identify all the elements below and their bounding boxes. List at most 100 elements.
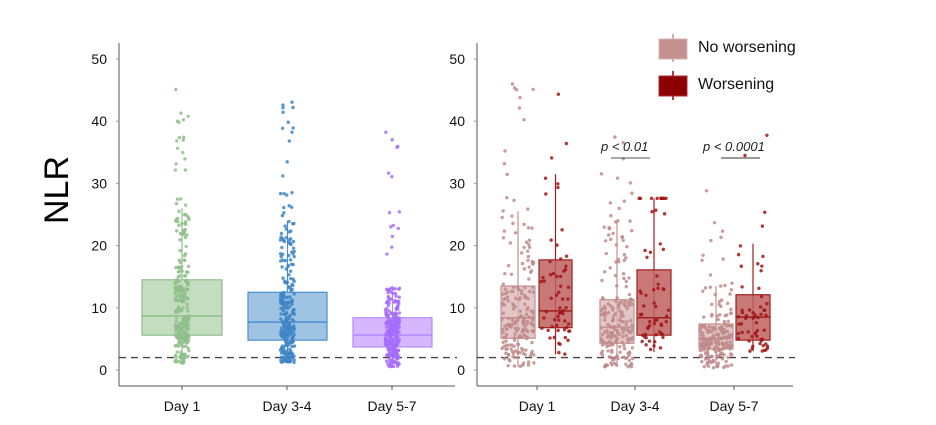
data-point [603,342,607,346]
data-point [183,274,188,278]
data-point [737,322,741,326]
data-point [544,309,549,314]
data-point [290,191,294,195]
data-point [720,298,724,302]
data-point [291,277,295,281]
data-point [508,241,513,245]
data-point [180,269,184,273]
data-point [393,319,397,323]
data-point [701,337,705,342]
data-point [281,252,285,256]
data-point [760,224,765,228]
data-point [736,331,741,336]
data-point [390,234,395,239]
data-point [630,302,634,306]
data-point [759,312,763,316]
data-point [503,287,508,291]
data-point [284,236,288,240]
data-point [175,350,179,354]
data-point [707,359,712,363]
y-axis-label: NLR [38,156,76,224]
data-point [528,289,532,294]
data-point [656,286,660,291]
data-point [178,338,182,342]
data-point [395,343,399,347]
data-point [564,305,568,310]
data-point [177,120,181,124]
data-point [397,295,402,299]
data-point [181,318,185,323]
data-point [527,277,531,281]
data-point [385,252,389,256]
data-point [715,314,720,318]
data-point [181,329,186,333]
data-point [500,317,504,322]
data-point [527,315,531,320]
data-point [280,320,285,324]
data-point [186,114,190,118]
data-point [175,197,180,201]
data-point [387,353,391,357]
data-point [659,322,663,326]
data-point [396,349,400,353]
data-point [279,292,283,297]
data-point [183,340,188,344]
data-point [182,287,187,291]
data-point [608,201,613,205]
data-point [384,310,388,314]
data-point [720,357,725,361]
data-point [290,317,294,322]
data-point [703,357,708,361]
data-point [712,347,716,351]
data-point [721,365,726,370]
data-point [280,344,285,348]
data-point [613,135,617,139]
data-point [622,276,626,281]
data-point [719,235,723,240]
data-point [626,301,630,305]
data-point [173,296,178,300]
data-point [522,316,527,320]
data-point [394,338,399,343]
data-point [621,320,625,324]
data-point [510,82,515,86]
data-point [510,343,514,347]
data-point [556,92,561,96]
data-point [627,303,631,308]
data-point [601,339,605,344]
data-point [723,283,727,288]
data-point [287,203,291,208]
data-point [566,285,571,290]
data-point [513,326,518,330]
data-point [384,130,388,134]
data-point [176,305,181,309]
data-point [282,335,286,340]
data-point [566,322,571,326]
data-point [389,364,394,369]
data-point [524,348,528,352]
data-point [521,329,525,333]
data-point [611,343,615,347]
data-point [512,338,517,342]
data-point [530,226,534,230]
data-point [531,87,535,91]
legend-label-no-worsening: No worsening [698,39,796,56]
data-point [279,312,283,316]
data-point [282,205,286,210]
data-point [603,318,607,322]
data-point [177,331,181,336]
data-point [177,209,181,214]
data-point [642,304,646,308]
data-point [620,234,625,239]
data-point [610,331,614,335]
data-point [740,330,744,335]
data-point [391,332,395,336]
data-point [397,299,401,304]
data-point [654,332,658,337]
data-point [502,344,506,349]
data-point [177,279,181,283]
data-point [177,223,181,228]
data-point [710,302,714,307]
data-point [511,354,515,359]
data-point [517,106,522,110]
